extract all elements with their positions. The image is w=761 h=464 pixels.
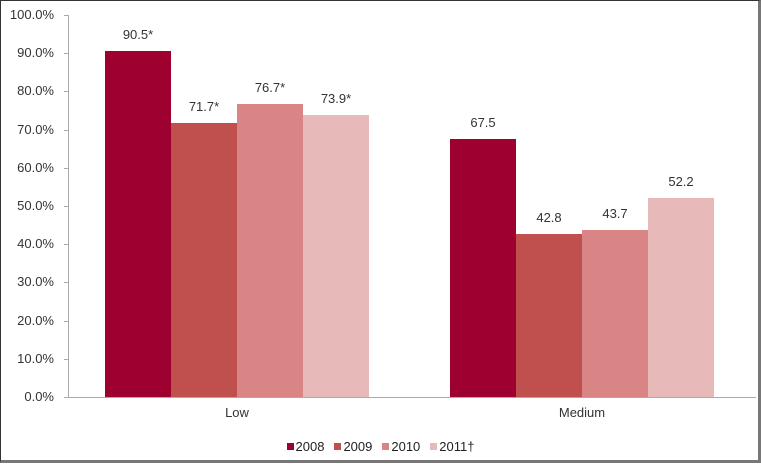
legend-item-2010: 2010 (382, 439, 420, 454)
legend-label: 2011† (439, 439, 475, 454)
bar-low-2010 (237, 104, 303, 397)
y-tick-mark (64, 358, 68, 360)
y-tick-label: 100.0% (9, 7, 54, 22)
legend: 2008 2009 2010 2011† (0, 439, 761, 454)
y-tick-label: 50.0% (17, 198, 54, 213)
legend-item-2008: 2008 (286, 439, 325, 454)
legend-swatch-icon (430, 443, 438, 450)
y-tick-label: 20.0% (17, 312, 54, 328)
legend-swatch-icon (286, 443, 294, 450)
bar-medium-2011 (648, 197, 714, 397)
y-tick-mark (64, 397, 68, 398)
y-tick-label: 60.0% (17, 159, 54, 175)
y-tick-mark (64, 15, 68, 16)
y-tick-mark (64, 129, 68, 131)
data-label: 67.5 (470, 115, 496, 131)
y-tick-mark (64, 167, 68, 169)
data-label: 71.7* (188, 99, 220, 115)
legend-label: 2009 (343, 439, 373, 454)
category-label-low: Low (225, 405, 249, 420)
category-label-medium: Medium (558, 405, 606, 420)
bar-low-2009 (171, 123, 237, 397)
y-tick-mark (64, 206, 68, 207)
y-tick-label: 30.0% (17, 274, 54, 290)
data-label: 90.5* (122, 27, 154, 43)
bar-low-2011 (303, 114, 369, 397)
legend-label: 2008 (295, 439, 325, 454)
legend-item-2011: 2011† (430, 439, 474, 454)
bar-medium-2008 (450, 139, 516, 397)
data-label: 43.7 (602, 206, 628, 222)
y-tick-mark (64, 282, 68, 284)
y-tick-mark (64, 53, 68, 55)
y-tick-label: 40.0% (17, 236, 54, 252)
legend-item-2009: 2009 (334, 439, 372, 454)
bar-medium-2010 (582, 230, 648, 397)
legend-swatch-icon (334, 443, 342, 450)
x-axis (68, 397, 756, 398)
y-tick-label: 10.0% (17, 350, 54, 366)
y-tick-mark (64, 320, 68, 322)
legend-label: 2010 (391, 439, 421, 454)
legend-swatch-icon (382, 443, 390, 450)
y-tick-label: 80.0% (17, 83, 54, 99)
data-label: 42.8 (536, 209, 562, 225)
y-tick-mark (64, 91, 68, 93)
bar-medium-2009 (516, 233, 582, 397)
y-tick-label: 0.0% (24, 389, 54, 404)
data-label: 76.7* (254, 80, 286, 95)
data-label: 52.2 (668, 173, 694, 189)
data-label: 73.9* (320, 90, 352, 106)
bar-low-2008 (105, 51, 171, 397)
y-tick-label: 90.0% (17, 45, 54, 61)
y-tick-mark (64, 244, 68, 246)
y-axis (68, 15, 69, 397)
y-tick-label: 70.0% (17, 121, 54, 137)
